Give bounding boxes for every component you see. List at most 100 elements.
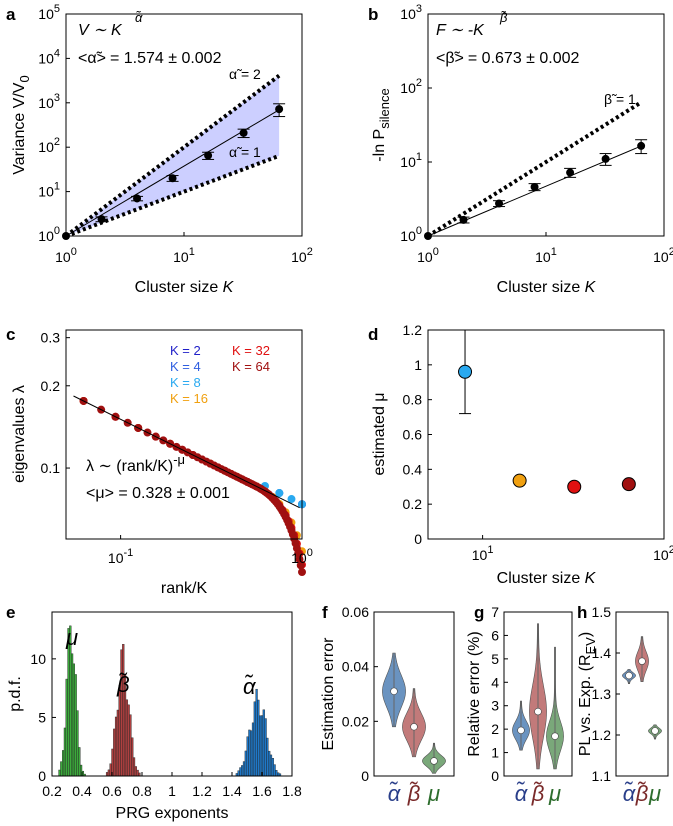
panel-e-ytick-label: 0 <box>38 768 46 784</box>
panel-c-fit-line <box>73 395 300 509</box>
panel-e-label: e <box>6 603 15 622</box>
g-ytick-label: 3 <box>491 698 499 714</box>
f-ytick-label: 0.06 <box>342 604 369 620</box>
panel-c-point <box>275 489 284 498</box>
panel-a-xlabel: Cluster size K <box>135 279 235 296</box>
panel-e-content <box>58 625 282 777</box>
panel-e-ytick-label: 10 <box>30 651 46 667</box>
panel-e-bar <box>58 769 61 777</box>
panel-e-bar <box>62 750 65 777</box>
panel-d-ytick-label: 0.4 <box>403 461 423 477</box>
panel-e-bar <box>74 674 77 777</box>
f-category-label: μ <box>427 781 440 806</box>
panel-e-bar <box>259 715 262 777</box>
panel-b-xtick-label: 102 <box>653 246 673 265</box>
panel-b-point <box>601 154 610 163</box>
panel-e-mu-label: μ <box>65 625 78 650</box>
panel-f-content <box>382 652 446 774</box>
panel-e-bar <box>105 772 109 777</box>
panel-b-ylabel: -ln Psilence <box>371 88 392 161</box>
panel-c-xtick-label: 100 <box>291 547 313 566</box>
panel-f-ticks: α̃ β̃ μ 0 0.02 0.04 0.06 <box>342 604 440 806</box>
panel-e-bar <box>127 704 130 777</box>
panel-e-ticks: 0.2 0.4 0.6 0.8 1 1.2 1.4 1.6 1.8 0 5 10 <box>30 651 302 799</box>
panel-c-ticks: 10-1 100 0.1 0.2 0.3 <box>41 330 313 566</box>
panel-c-legend-entry: K = 8 <box>170 375 201 390</box>
panel-e-bar <box>107 769 110 777</box>
f-violin-median <box>410 723 418 731</box>
panel-e-xtick-label: 0.2 <box>42 783 62 799</box>
h-ytick-label: 1.5 <box>592 604 612 620</box>
panel-c-legend-entry: K = 16 <box>170 391 208 406</box>
panel-e-bar <box>118 685 121 777</box>
panel-e-bar <box>241 765 244 777</box>
g-ytick-label: 2 <box>491 721 499 737</box>
panel-b-title-exponent: β̃ <box>499 10 508 25</box>
panel-a-ref-label-1: α̃ = 1 <box>229 144 261 160</box>
panel-d-point <box>458 364 473 379</box>
panel-d-xtick-label: 102 <box>653 544 673 563</box>
panel-e-bar <box>251 722 255 777</box>
panel-c-label: c <box>6 325 15 344</box>
panel-c-legend-entry: K = 2 <box>170 343 201 358</box>
panel-g-ticks: α̃ β̃ μ 0 1 2 3 4 5 6 7 <box>491 604 561 806</box>
panel-h-ylabel: PL vs. Exp. (REV) <box>577 632 598 756</box>
panel-b-mean: <β̃> = 0.673 ± 0.002 <box>436 50 580 67</box>
panel-e-beta-label: β̃ <box>116 672 130 697</box>
panel-b-frame <box>427 13 665 237</box>
panel-b-xtick-label: 101 <box>535 246 557 265</box>
panel-a-point <box>97 215 106 224</box>
panel-b-ref-label-1: β̃ = 1 <box>604 91 636 107</box>
panel-b-content <box>424 100 648 240</box>
h-ytick-label: 1.4 <box>592 645 612 661</box>
panel-b-title: F ∼ -K <box>436 22 485 39</box>
panel-d-xlabel: Cluster size K <box>497 570 597 587</box>
panel-e-bar <box>76 710 79 777</box>
f-violin-median <box>430 757 438 765</box>
panel-e-bar <box>266 737 269 777</box>
panel-e-xtick-label: 1.6 <box>252 783 272 799</box>
panel-e-bar <box>275 770 278 777</box>
panel-d-ytick-label: 1 <box>414 357 422 373</box>
panel-d-ytick-label: 1.2 <box>403 322 423 338</box>
panel-c: c K = 2K = 4K = 8K = 16 K = 32K = 64 λ ∼ … <box>6 325 313 597</box>
panel-c-xtick-label: 10-1 <box>108 547 133 566</box>
panel-a-ytick-label: 105 <box>38 3 60 22</box>
g-category-label: α̃ <box>515 781 529 806</box>
panel-c-ytick-label: 0.2 <box>41 378 61 394</box>
panel-b-ticks: 100 101 102 100 101 102 103 <box>400 3 673 265</box>
panel-a-point <box>275 105 284 114</box>
panel-c-point <box>298 568 306 577</box>
panel-c-xlabel: rank/K <box>161 580 208 597</box>
panel-b-point <box>459 215 468 224</box>
g-ytick-label: 1 <box>491 745 499 761</box>
panel-e-ytick-label: 5 <box>38 709 46 725</box>
panel-g: g α̃ β̃ μ 0 1 2 3 4 5 6 7 Relative error (%) <box>466 603 573 806</box>
panel-d-point <box>621 477 636 492</box>
panel-g-ylabel: Relative error (%) <box>466 631 483 756</box>
panel-a-ref-line-2 <box>64 74 281 238</box>
panel-h: h α̃ β̃ μ 1.1 1.2 1.3 1.4 1.5 PL vs. Exp. (REV) <box>577 603 669 806</box>
panel-f-label: f <box>322 603 328 622</box>
panel-b-ytick-label: 103 <box>400 3 422 22</box>
panel-e-xtick-label: 0.6 <box>102 783 122 799</box>
h-violin-median <box>651 727 659 735</box>
panel-e-bar <box>72 663 75 777</box>
panel-c-ylabel: eigenvalues λ <box>11 385 28 483</box>
panel-c-legend-entry: K = 64 <box>232 359 270 374</box>
panel-e-bar <box>237 770 240 777</box>
panel-e-bar <box>131 737 134 777</box>
panel-a-point <box>168 174 177 183</box>
panel-a-point <box>204 151 213 160</box>
panel-d-point <box>567 479 582 494</box>
panel-b-ytick-label: 100 <box>400 225 422 244</box>
g-ytick-label: 7 <box>491 604 499 620</box>
panel-e-bar <box>262 709 265 777</box>
panel-b-label: b <box>368 5 378 24</box>
panel-e-bar <box>129 714 132 777</box>
panel-d-ticks: 101 102 0 0.2 0.4 0.6 0.8 1 1.2 <box>403 322 673 563</box>
panel-h-label: h <box>577 603 587 622</box>
panel-d: d 101 102 0 0.2 0.4 0.6 0.8 1 1.2 Cluster size K… <box>368 322 673 587</box>
panel-e-xtick-label: 1.4 <box>222 783 242 799</box>
